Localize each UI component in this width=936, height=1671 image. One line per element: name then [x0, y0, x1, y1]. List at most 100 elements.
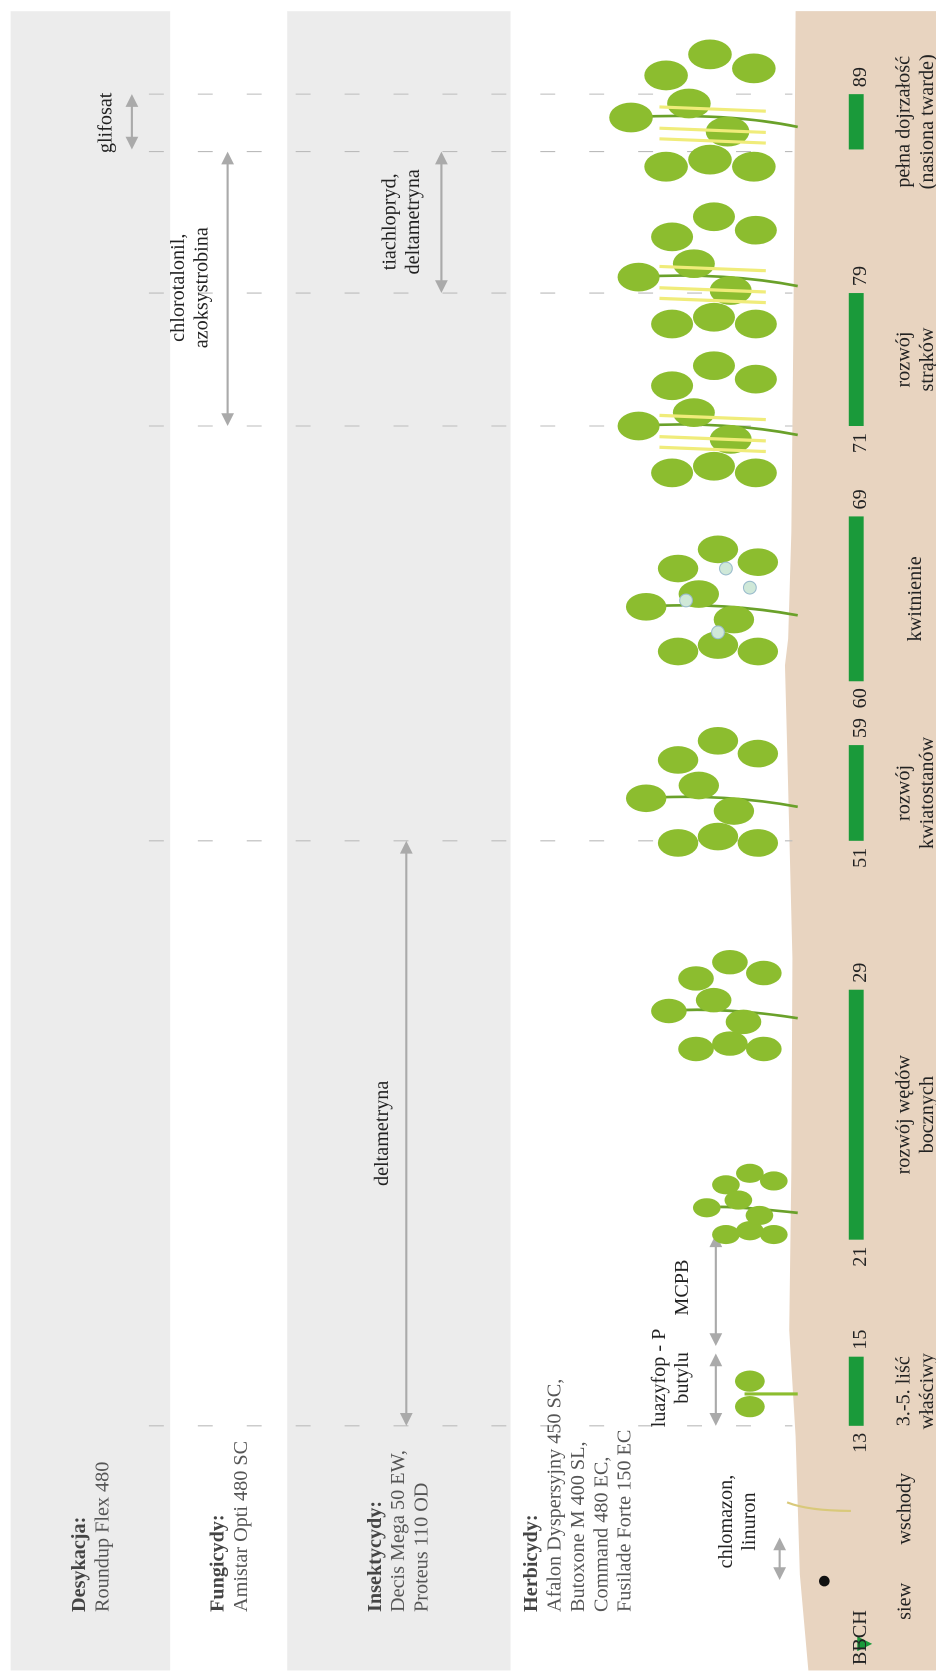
plant-leaf	[734, 215, 777, 245]
plant-leaf	[692, 1198, 721, 1218]
bbch-code: 13	[849, 1433, 871, 1453]
bbch-code: 69	[849, 489, 871, 509]
plant-leaf	[697, 822, 739, 851]
stage-label: (nasiona twarde)	[916, 54, 936, 189]
pod	[659, 286, 766, 294]
seed-dot	[819, 1575, 830, 1587]
plant-leaf	[651, 998, 687, 1024]
treatment-label: chlorotalonil,	[167, 234, 189, 342]
panel-product: Decis Mega 50 EW,	[387, 1450, 409, 1612]
plant-leaf	[746, 1036, 782, 1062]
plant-leaf	[697, 727, 739, 755]
panel-product: Roundup Flex 480	[91, 1462, 113, 1612]
arrow-head	[399, 840, 413, 854]
pod	[659, 445, 766, 454]
plant-leaf	[692, 302, 735, 332]
stage-bar	[848, 94, 864, 150]
stage-bar	[848, 1356, 864, 1426]
plant-leaf	[651, 371, 694, 401]
stage-label: rozwój	[892, 765, 914, 821]
panel-product: Fusilade Forte 150 EC	[614, 1430, 636, 1612]
plant-leaf	[609, 102, 653, 133]
stage-label: kwiatostanów	[916, 736, 936, 849]
treatment-label: deltametryna	[402, 169, 424, 274]
panel-title: Herbicydy:	[520, 1514, 542, 1612]
pod	[659, 126, 766, 135]
arrow-head	[125, 136, 139, 150]
plant-leaf	[667, 88, 711, 119]
treatment-label: butylu	[671, 1352, 693, 1404]
panel-product: Afalon Dyspersyjny 450 SC,	[544, 1379, 566, 1612]
treatment-label: linuron	[738, 1492, 760, 1550]
plant-leaf	[695, 987, 732, 1013]
panel-product: Amistar Opti 480 SC	[230, 1441, 252, 1612]
plant-leaf	[651, 309, 694, 339]
plant-leaf	[692, 451, 735, 481]
stage-label: kwitnienie	[904, 556, 926, 641]
plant-leaf	[657, 829, 699, 857]
plant-leaf	[644, 60, 688, 91]
band-desiccation	[10, 11, 171, 1671]
pod	[659, 264, 766, 273]
plant-leaf	[737, 739, 779, 768]
bbch-arrow	[857, 1636, 873, 1652]
stage-label: właściwy	[916, 1352, 936, 1429]
plant-leaf	[713, 605, 755, 634]
plant-leaf	[672, 398, 715, 427]
pod	[659, 413, 766, 422]
plant-leaf	[737, 637, 779, 666]
stage-label: 3.-5. liść	[892, 1356, 914, 1426]
arrow-head	[399, 1413, 413, 1426]
plant-leaf	[745, 1205, 774, 1226]
treatment-label: chlomazon,	[715, 1475, 737, 1569]
flower	[711, 625, 725, 640]
plant-leaf	[732, 53, 776, 84]
stage-label: bocznych	[916, 1076, 936, 1153]
flower	[719, 561, 733, 576]
arrow-head	[773, 1537, 787, 1551]
plant-leaf	[697, 631, 739, 659]
panel-title: Desykacja:	[68, 1517, 90, 1612]
plant-leaf	[617, 411, 660, 441]
sowing-label: siew	[893, 1582, 915, 1619]
treatment-label: azoksystrobina	[190, 227, 212, 348]
bbch-code: 60	[849, 688, 871, 708]
seedling-leaf	[734, 1396, 765, 1418]
arrow-head	[125, 94, 139, 107]
pod	[659, 296, 766, 305]
plant-leaf	[617, 262, 660, 292]
treatment-label: deltametryna	[371, 1081, 393, 1186]
stage-label: rozwój	[892, 331, 914, 387]
plant-leaf	[736, 1221, 764, 1241]
plant-leaf	[625, 592, 667, 621]
plant-leaf	[657, 554, 699, 583]
stage-bar	[848, 293, 864, 426]
pod	[659, 435, 766, 443]
plant-leaf	[692, 202, 735, 232]
stage-label: pełna dojrzałość	[892, 56, 914, 188]
stage-bar	[848, 989, 864, 1240]
plant-leaf	[712, 949, 748, 975]
plant-leaf	[724, 1190, 753, 1210]
arrow-head	[435, 280, 448, 294]
plant-leaf	[692, 351, 735, 381]
plant-leaf	[737, 548, 779, 576]
plant-leaf	[759, 1225, 788, 1245]
bbch-code: 71	[849, 433, 871, 453]
plant-leaf	[657, 637, 699, 666]
arrow-head	[709, 1413, 723, 1426]
plant-leaf	[734, 309, 777, 339]
plant-leaf	[734, 458, 777, 488]
plant-leaf	[672, 249, 715, 279]
panel-product: Command 480 EC,	[590, 1457, 612, 1612]
soil	[784, 11, 936, 1671]
bbch-code: 21	[849, 1247, 871, 1267]
panel-title: Fungicydy:	[206, 1514, 228, 1612]
plant-leaf	[678, 771, 720, 800]
flower	[742, 580, 757, 595]
pod	[659, 137, 766, 145]
plant-leaf	[625, 784, 667, 813]
stage-label: rozwój wędów	[892, 1055, 914, 1175]
bbch-code: 51	[849, 848, 871, 868]
